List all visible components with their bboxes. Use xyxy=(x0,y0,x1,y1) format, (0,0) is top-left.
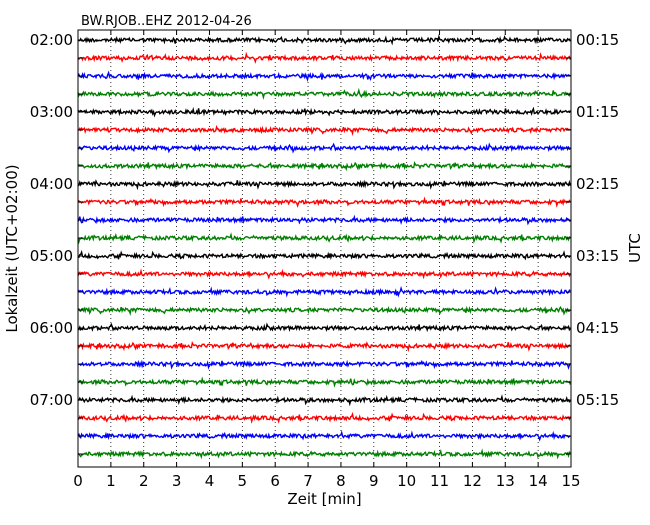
tick-layer: 0 1 2 3 4 5 6 7 8 9 10 11 12 13 14 1502:0003:0004:0005:… xyxy=(30,30,619,490)
plot-frame xyxy=(77,29,572,468)
seismic-trace xyxy=(77,161,571,172)
seismic-trace xyxy=(77,196,571,208)
seismic-trace xyxy=(77,268,571,280)
seismic-trace xyxy=(77,34,571,46)
x-tick-label: 11 xyxy=(430,472,449,490)
right-time-label: 05:15 xyxy=(576,391,619,409)
y-axis-label-left: Lokalzeit (UTC+02:00) xyxy=(3,164,21,332)
seismic-trace xyxy=(77,142,571,154)
right-time-label: 03:15 xyxy=(576,247,619,265)
right-time-label: 04:15 xyxy=(576,319,619,337)
seismic-trace xyxy=(77,232,571,245)
seismic-trace xyxy=(77,359,571,370)
x-tick-label: 3 xyxy=(172,472,182,490)
x-tick-label: 6 xyxy=(270,472,280,490)
x-tick-label: 0 xyxy=(73,472,83,490)
seismic-trace xyxy=(77,214,571,226)
x-axis-label: Zeit [min] xyxy=(287,490,361,508)
left-time-label: 03:00 xyxy=(30,103,73,121)
seismic-trace xyxy=(77,430,571,442)
seismic-trace xyxy=(77,179,571,191)
seismic-trace xyxy=(77,305,571,316)
seismic-trace xyxy=(77,70,571,83)
seismic-trace xyxy=(77,285,571,298)
x-tick-label: 2 xyxy=(139,472,149,490)
right-time-label: 01:15 xyxy=(576,103,619,121)
seismic-trace xyxy=(77,394,571,407)
seismic-trace xyxy=(77,87,571,100)
chart-title: BW.RJOB..EHZ 2012-04-26 xyxy=(81,14,252,29)
x-tick-label: 5 xyxy=(238,472,248,490)
x-tick-label: 10 xyxy=(397,472,416,490)
seismic-trace xyxy=(77,106,571,118)
x-tick-label: 9 xyxy=(369,472,379,490)
left-time-label: 02:00 xyxy=(30,31,73,49)
seismic-trace xyxy=(77,249,571,261)
x-tick-label: 13 xyxy=(496,472,515,490)
left-time-label: 04:00 xyxy=(30,175,73,193)
right-time-label: 02:15 xyxy=(576,175,619,193)
seismic-trace xyxy=(77,322,571,333)
seismic-trace xyxy=(77,124,571,136)
right-time-label: 00:15 xyxy=(576,31,619,49)
seismic-trace xyxy=(77,341,571,353)
seismic-trace xyxy=(77,448,571,460)
x-tick-label: 7 xyxy=(303,472,313,490)
left-time-label: 05:00 xyxy=(30,247,73,265)
y-axis-label-right: UTC xyxy=(626,233,644,263)
seismic-trace xyxy=(77,51,571,64)
x-tick-label: 15 xyxy=(561,472,580,490)
x-tick-label: 14 xyxy=(529,472,548,490)
x-tick-label: 12 xyxy=(463,472,482,490)
left-time-label: 06:00 xyxy=(30,319,73,337)
x-tick-label: 4 xyxy=(205,472,215,490)
left-time-label: 07:00 xyxy=(30,391,73,409)
x-tick-label: 8 xyxy=(336,472,346,490)
trace-layer xyxy=(77,34,571,460)
x-tick-label: 1 xyxy=(106,472,116,490)
seismic-trace xyxy=(77,376,571,388)
grid-layer xyxy=(110,30,539,467)
seismic-trace xyxy=(77,411,571,424)
